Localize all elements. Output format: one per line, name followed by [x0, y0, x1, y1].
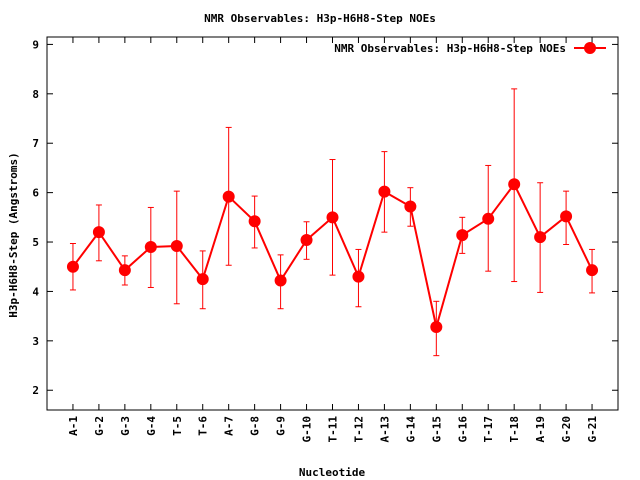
data-point [92, 226, 105, 239]
y-axis-ticks: 2 3 4 5 6 7 8 9 [32, 38, 618, 397]
data-point [144, 240, 157, 253]
y-tick-label: 9 [32, 38, 39, 51]
y-tick-label: 7 [32, 137, 39, 150]
chart-title: NMR Observables: H3p-H6H8-Step NOEs [204, 12, 436, 25]
x-tick-label: T-11 [327, 416, 340, 443]
x-tick-label: T-5 [171, 416, 184, 436]
x-tick-label: G-8 [249, 416, 262, 436]
data-point [430, 321, 443, 334]
x-tick-label: A-7 [223, 416, 236, 436]
data-point [586, 264, 599, 277]
legend: NMR Observables: H3p-H6H8-Step NOEs [334, 42, 606, 55]
x-tick-label: G-21 [586, 416, 599, 443]
y-axis-label: H3p-H6H8-Step (Angstroms) [7, 152, 20, 318]
y-tick-label: 2 [32, 384, 39, 397]
data-points [66, 178, 599, 334]
x-tick-label: T-17 [482, 416, 495, 443]
x-tick-label: T-6 [197, 416, 210, 436]
y-tick-label: 3 [32, 335, 39, 348]
data-point [222, 190, 235, 203]
data-point [378, 185, 391, 198]
x-tick-label: T-18 [508, 416, 521, 443]
data-point [326, 211, 339, 224]
data-point [196, 273, 209, 286]
data-point [274, 274, 287, 287]
x-tick-label: G-16 [456, 416, 469, 443]
data-point [482, 212, 495, 225]
y-tick-label: 5 [32, 236, 39, 249]
x-tick-label: T-12 [352, 416, 365, 443]
x-tick-label: G-10 [301, 416, 314, 443]
legend-label: NMR Observables: H3p-H6H8-Step NOEs [334, 42, 566, 55]
x-tick-label: A-13 [378, 416, 391, 443]
data-point [118, 264, 131, 277]
x-tick-label: G-20 [560, 416, 573, 443]
legend-marker [584, 42, 596, 54]
data-point [170, 239, 183, 252]
y-tick-label: 4 [32, 285, 39, 298]
x-tick-label: A-19 [534, 416, 547, 443]
data-point [66, 260, 79, 273]
data-point [560, 210, 573, 223]
data-point [456, 229, 469, 242]
data-point [248, 215, 261, 228]
data-point [352, 270, 365, 283]
data-point [508, 178, 521, 191]
x-tick-label: G-4 [145, 416, 158, 436]
x-tick-label: G-9 [275, 416, 288, 436]
x-tick-label: G-15 [430, 416, 443, 443]
data-point [300, 234, 313, 247]
y-tick-label: 8 [32, 88, 39, 101]
data-point [534, 231, 547, 244]
y-tick-label: 6 [32, 187, 39, 200]
x-axis-ticks: A-1 G-2 G-3 G-4 T-5 T-6 A-7 G-8 G-9 G-10 T-11 T-12 A… [67, 37, 599, 443]
x-tick-label: G-14 [404, 416, 417, 443]
x-tick-label: A-1 [67, 416, 80, 436]
x-tick-label: G-3 [119, 416, 132, 436]
data-point [404, 200, 417, 213]
x-axis-label: Nucleotide [299, 466, 366, 479]
x-tick-label: G-2 [93, 416, 106, 436]
